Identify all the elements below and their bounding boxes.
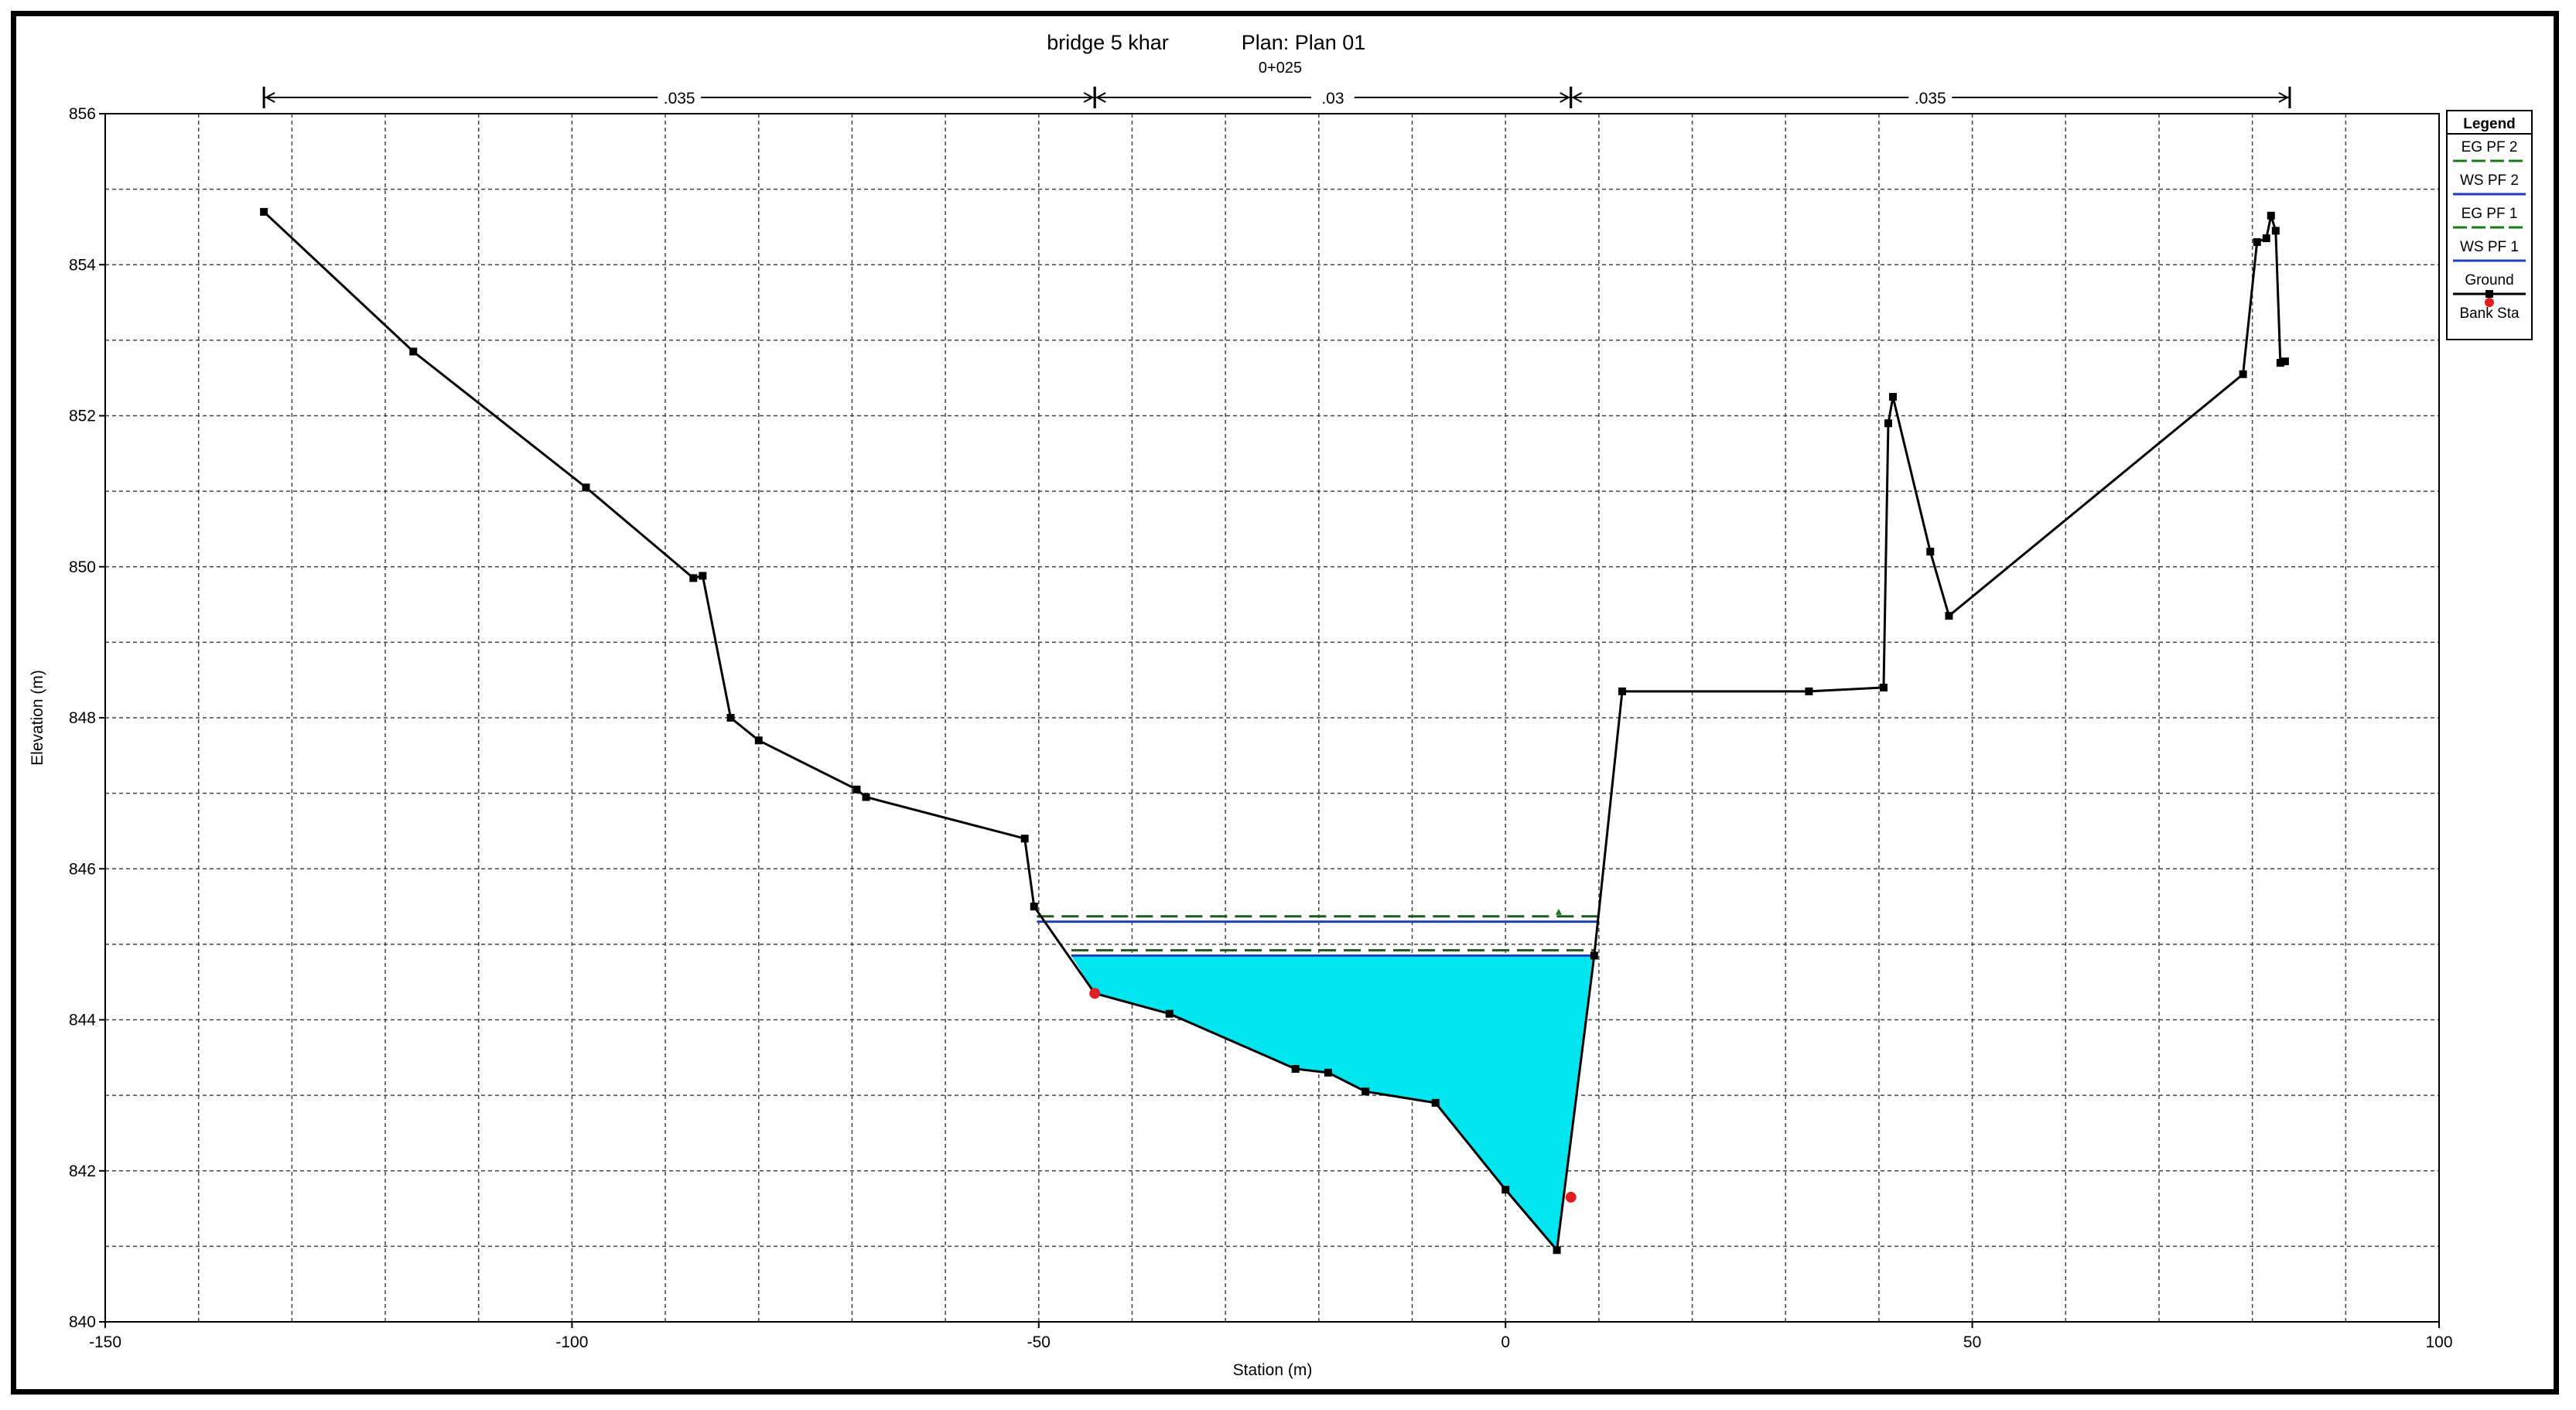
legend-title: Legend	[2463, 116, 2516, 132]
x-tick-label: -100	[555, 1333, 588, 1351]
ground-point	[2239, 370, 2247, 378]
ground-point	[1879, 683, 1888, 691]
legend-label: Ground	[2465, 272, 2513, 288]
grid	[105, 114, 2439, 1322]
axis-ticks: -150 -100 -50 0 50 100 840 842 844 846 848 850 852 85…	[69, 105, 2453, 1351]
legend-label: EG PF 2	[2462, 139, 2518, 155]
y-tick-label: 842	[69, 1162, 96, 1180]
n-value-label: .035	[1915, 90, 1946, 108]
water-fill	[1071, 955, 1596, 1251]
y-axis-title: Elevation (m)	[29, 670, 46, 766]
water-area	[1071, 955, 1596, 1251]
chart-subtitle: 0+025	[1259, 60, 1302, 77]
ground-point	[582, 483, 590, 492]
bank-stations	[1089, 988, 1577, 1203]
ground-point	[1590, 951, 1598, 960]
n-value-arrow	[1083, 92, 1095, 103]
ground-point	[1502, 1186, 1510, 1194]
ground-point	[1431, 1098, 1440, 1107]
ground-point	[1884, 419, 1892, 428]
ground-point	[1165, 1009, 1174, 1018]
ground-point	[2276, 359, 2284, 367]
bank-station-point	[1565, 1191, 1577, 1203]
ground-point	[852, 785, 861, 794]
ground-point	[1618, 687, 1627, 695]
n-value-arrow	[1571, 92, 1583, 103]
ground-line	[263, 210, 2286, 1253]
x-tick-label: 100	[2425, 1333, 2452, 1351]
y-tick-label: 844	[69, 1012, 96, 1029]
y-tick-label: 840	[69, 1313, 96, 1331]
n-value-arrow	[1560, 92, 1570, 103]
ground-point	[1945, 612, 1953, 620]
n-value-label: .035	[664, 90, 695, 108]
legend-marker	[2485, 298, 2494, 307]
legend-items: EG PF 2 WS PF 2 EG PF 1 WS PF 1 Ground Bank S…	[2453, 139, 2526, 322]
ground-point	[2271, 227, 2280, 235]
ground-point	[1291, 1064, 1300, 1073]
ground-point	[1553, 1246, 1561, 1255]
x-tick-label: -50	[1027, 1333, 1051, 1351]
n-value-arrow	[265, 92, 275, 103]
legend: Legend EG PF 2 WS PF 2 EG PF 1 WS PF 1 Groun…	[2446, 110, 2533, 340]
ground-point	[689, 574, 698, 582]
ground-point	[409, 347, 418, 356]
y-tick-label: 846	[69, 860, 96, 878]
y-tick-label: 852	[69, 408, 96, 425]
y-tick-label: 848	[69, 709, 96, 727]
n-value-arrow	[2278, 92, 2290, 103]
ground-point	[2253, 237, 2261, 246]
ground-point	[1889, 393, 1898, 401]
x-tick-label: 50	[1963, 1333, 1981, 1351]
ground-point	[1324, 1068, 1332, 1077]
ground-point	[1020, 835, 1029, 843]
ground-point	[2267, 211, 2275, 220]
ground-point	[1361, 1087, 1370, 1096]
ground-point	[1030, 903, 1038, 911]
ground-point	[699, 572, 707, 580]
ground-point	[726, 714, 735, 722]
ground-point	[1926, 548, 1935, 556]
ground-point	[2262, 234, 2270, 243]
eg-marker	[1555, 908, 1562, 915]
n-value-label-bg	[1310, 87, 1355, 108]
y-tick-label: 856	[69, 105, 96, 123]
plan-label: Plan: Plan 01	[1242, 31, 1366, 54]
legend-label: WS PF 1	[2460, 239, 2519, 255]
x-tick-label: -150	[89, 1333, 121, 1351]
chart-title: bridge 5 khar	[1047, 31, 1169, 54]
ground-point	[754, 736, 763, 745]
y-tick-label: 854	[69, 256, 96, 274]
ground-point	[862, 793, 870, 801]
x-tick-label: 0	[1501, 1333, 1510, 1351]
legend-ground-marker	[2485, 290, 2493, 298]
ground-point	[1805, 687, 1813, 695]
n-value-label: .03	[1321, 90, 1344, 108]
legend-label: WS PF 2	[2460, 172, 2519, 189]
manning-n-bar: .035 .03 .035	[262, 87, 2291, 108]
y-tick-label: 850	[69, 558, 96, 576]
bank-station-point	[1089, 988, 1101, 999]
ground-point	[260, 207, 268, 216]
legend-label: Bank Sta	[2459, 306, 2520, 322]
legend-label: EG PF 1	[2462, 206, 2518, 222]
n-value-arrow	[1095, 92, 1106, 103]
ground-point	[2280, 357, 2289, 366]
n-value-label-bg	[1908, 87, 1952, 108]
water-surface-lines	[1037, 908, 1599, 958]
n-value-label-bg	[658, 87, 702, 108]
x-axis-title: Station (m)	[1233, 1361, 1313, 1379]
